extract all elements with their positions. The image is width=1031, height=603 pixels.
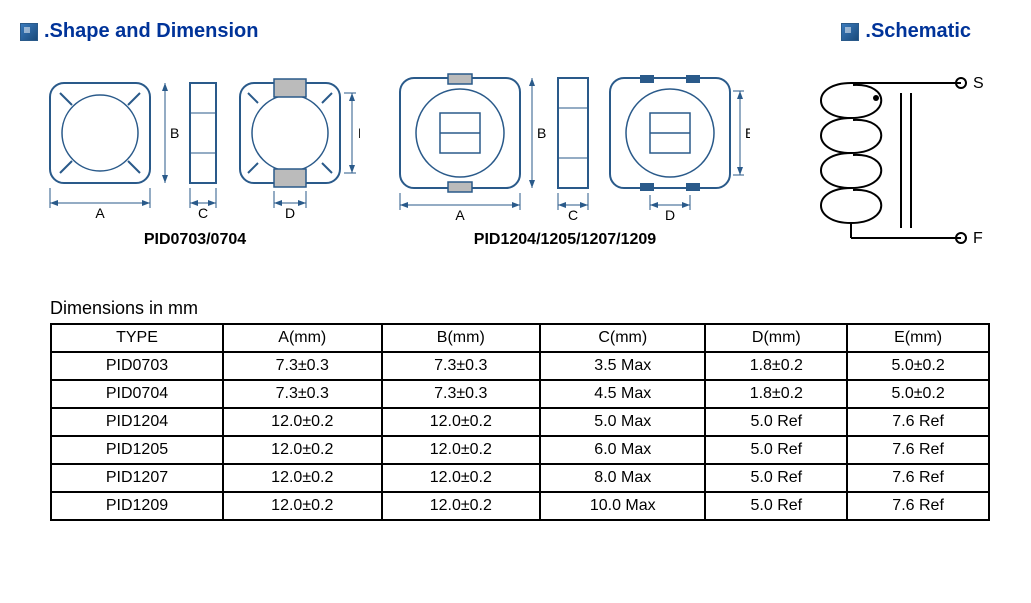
table-cell: 1.8±0.2 xyxy=(705,380,847,408)
table-row: PID120512.0±0.212.0±0.26.0 Max5.0 Ref7.6… xyxy=(51,436,989,464)
diagram2-caption: PID1204/1205/1207/1209 xyxy=(380,231,750,249)
table-cell: PID1207 xyxy=(51,464,223,492)
dimensions-table: TYPE A(mm) B(mm) C(mm) D(mm) E(mm) PID07… xyxy=(50,323,990,521)
schematic-s-label: S xyxy=(973,75,984,92)
bullet-icon xyxy=(841,23,859,41)
table-row: PID07047.3±0.37.3±0.34.5 Max1.8±0.25.0±0… xyxy=(51,380,989,408)
schematic-heading: .Schematic xyxy=(841,20,971,43)
table-cell: PID0703 xyxy=(51,352,223,380)
dim-c-label-2: C xyxy=(568,207,578,223)
table-cell: 12.0±0.2 xyxy=(382,464,541,492)
table-cell: 12.0±0.2 xyxy=(382,492,541,520)
col-e: E(mm) xyxy=(847,324,989,352)
dim-c-label: C xyxy=(198,205,208,221)
table-caption: Dimensions in mm xyxy=(50,298,1011,319)
schematic-f-label: F xyxy=(973,230,983,247)
col-c: C(mm) xyxy=(540,324,705,352)
table-cell: 12.0±0.2 xyxy=(382,436,541,464)
table-cell: 7.6 Ref xyxy=(847,436,989,464)
dim-d-label: D xyxy=(285,205,295,221)
table-cell: 6.0 Max xyxy=(540,436,705,464)
col-a: A(mm) xyxy=(223,324,382,352)
table-cell: 7.3±0.3 xyxy=(382,352,541,380)
diagram1-caption: PID0703/0704 xyxy=(30,231,360,249)
table-cell: 7.6 Ref xyxy=(847,464,989,492)
schematic-diagram: S F xyxy=(791,63,991,258)
table-header-row: TYPE A(mm) B(mm) C(mm) D(mm) E(mm) xyxy=(51,324,989,352)
dim-b-label: B xyxy=(170,125,179,141)
table-cell: PID1205 xyxy=(51,436,223,464)
table-cell: 5.0 Ref xyxy=(705,492,847,520)
table-cell: PID1204 xyxy=(51,408,223,436)
shape-heading: .Shape and Dimension xyxy=(20,20,258,43)
table-cell: 7.3±0.3 xyxy=(223,380,382,408)
dim-b-label-2: B xyxy=(537,125,546,141)
table-cell: 8.0 Max xyxy=(540,464,705,492)
table-cell: 4.5 Max xyxy=(540,380,705,408)
dim-a-label-2: A xyxy=(455,207,465,223)
table-cell: 12.0±0.2 xyxy=(382,408,541,436)
table-cell: PID1209 xyxy=(51,492,223,520)
table-cell: 7.3±0.3 xyxy=(223,352,382,380)
schematic-heading-text: .Schematic xyxy=(865,20,971,43)
table-cell: 12.0±0.2 xyxy=(223,408,382,436)
table-cell: 7.6 Ref xyxy=(847,408,989,436)
table-cell: 7.6 Ref xyxy=(847,492,989,520)
bullet-icon xyxy=(20,23,38,41)
table-cell: 5.0±0.2 xyxy=(847,352,989,380)
table-cell: 3.5 Max xyxy=(540,352,705,380)
table-row: PID120412.0±0.212.0±0.25.0 Max5.0 Ref7.6… xyxy=(51,408,989,436)
table-cell: 12.0±0.2 xyxy=(223,492,382,520)
diagram-pid0703: A B C xyxy=(30,63,360,249)
table-row: PID120712.0±0.212.0±0.28.0 Max5.0 Ref7.6… xyxy=(51,464,989,492)
dim-d-label-2: D xyxy=(665,207,675,223)
table-row: PID120912.0±0.212.0±0.210.0 Max5.0 Ref7.… xyxy=(51,492,989,520)
table-cell: 5.0 Ref xyxy=(705,408,847,436)
col-type: TYPE xyxy=(51,324,223,352)
table-cell: 5.0 Max xyxy=(540,408,705,436)
table-cell: 5.0 Ref xyxy=(705,436,847,464)
col-b: B(mm) xyxy=(382,324,541,352)
col-d: D(mm) xyxy=(705,324,847,352)
table-row: PID07037.3±0.37.3±0.33.5 Max1.8±0.25.0±0… xyxy=(51,352,989,380)
shape-heading-text: .Shape and Dimension xyxy=(44,20,258,43)
dim-a-label: A xyxy=(95,205,105,221)
dim-e-label: E xyxy=(358,125,360,141)
table-cell: 7.3±0.3 xyxy=(382,380,541,408)
dim-e-label-2: E xyxy=(745,125,750,141)
table-cell: 1.8±0.2 xyxy=(705,352,847,380)
table-cell: 5.0±0.2 xyxy=(847,380,989,408)
table-cell: 10.0 Max xyxy=(540,492,705,520)
table-cell: 12.0±0.2 xyxy=(223,464,382,492)
table-cell: 5.0 Ref xyxy=(705,464,847,492)
table-cell: PID0704 xyxy=(51,380,223,408)
table-cell: 12.0±0.2 xyxy=(223,436,382,464)
diagram-pid1204: A B C xyxy=(380,63,750,249)
